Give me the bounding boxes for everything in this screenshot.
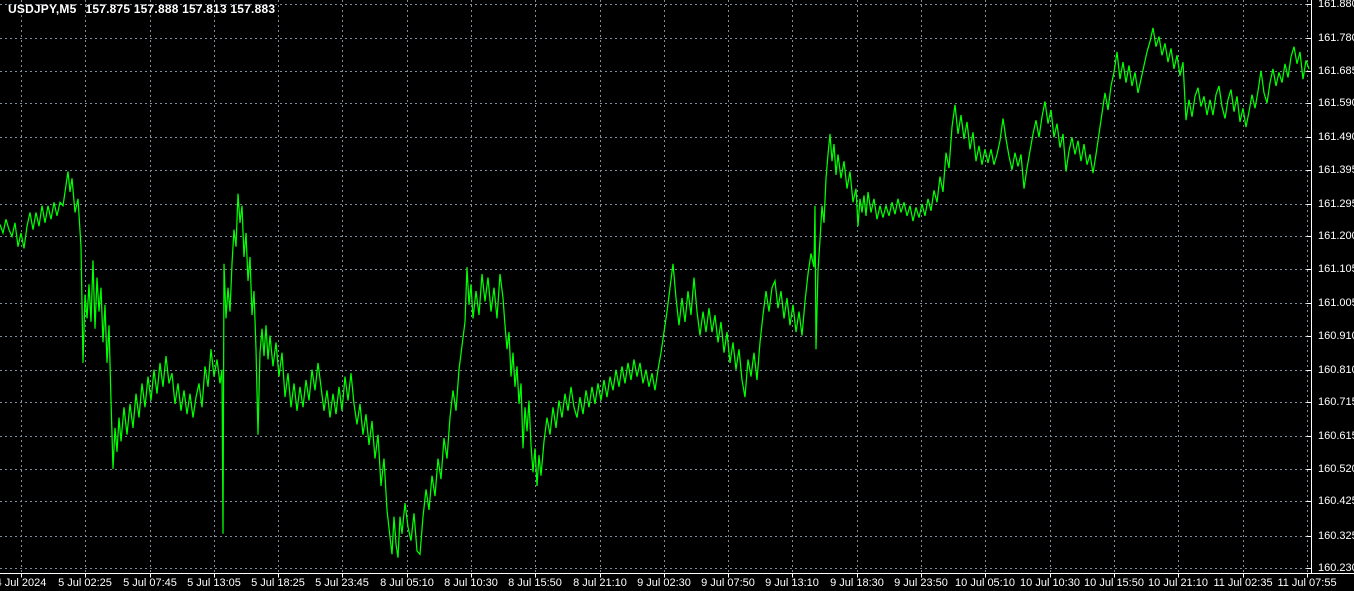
time-axis-label: 5 Jul 07:45 [123,577,177,589]
time-axis-label: 8 Jul 05:10 [380,577,434,589]
price-axis-label: 161.780 [1318,32,1354,44]
time-axis-label: 8 Jul 10:30 [444,577,498,589]
time-axis-label: 9 Jul 13:10 [765,577,819,589]
symbol-period-label: USDJPY,M5 [8,2,77,16]
time-axis-label: 9 Jul 18:30 [830,577,884,589]
time-axis-label: 10 Jul 10:30 [1020,577,1080,589]
time-axis-label: 9 Jul 07:50 [701,577,755,589]
price-axis-label: 161.200 [1318,230,1354,242]
time-axis-label: 8 Jul 15:50 [508,577,562,589]
price-axis-label: 160.325 [1318,530,1354,542]
time-axis-label: 5 Jul 13:05 [187,577,241,589]
time-axis-label: 11 Jul 07:55 [1277,577,1337,589]
price-axis-label: 160.615 [1318,430,1354,442]
price-axis[interactable]: 161.880 161.780 161.685 161.590 161.490 161.3… [1312,0,1354,574]
time-axis-label: 5 Jul 18:25 [251,577,305,589]
price-axis-label: 161.490 [1318,131,1354,143]
time-axis-label: 5 Jul 23:45 [315,577,369,589]
price-axis-label: 160.230 [1318,562,1354,574]
time-axis-label: 9 Jul 23:50 [894,577,948,589]
price-axis-label: 160.910 [1318,330,1354,342]
price-axis-label: 161.105 [1318,263,1354,275]
time-axis-label: 4 Jul 2024 [0,577,47,589]
price-axis-label: 160.425 [1318,495,1354,507]
price-axis-label: 161.005 [1318,297,1354,309]
price-axis-label: 160.715 [1318,396,1354,408]
ohlc-values: 157.875 157.888 157.813 157.883 [85,2,276,16]
time-axis-label: 5 Jul 02:25 [58,577,112,589]
price-axis-label: 160.520 [1318,463,1354,475]
price-axis-label: 160.810 [1318,364,1354,376]
price-axis-label: 161.395 [1318,164,1354,176]
time-axis-label: 10 Jul 05:10 [955,577,1015,589]
time-axis[interactable]: 4 Jul 2024 5 Jul 02:25 5 Jul 07:45 5 Jul 13… [0,574,1354,591]
chart-title: USDJPY,M5 157.875 157.888 157.813 157.883 [8,2,275,16]
price-axis-label: 161.685 [1318,65,1354,77]
time-axis-label: 9 Jul 02:30 [637,577,691,589]
price-axis-label: 161.295 [1318,198,1354,210]
time-axis-label: 10 Jul 21:10 [1148,577,1208,589]
time-axis-label: 10 Jul 15:50 [1084,577,1144,589]
time-axis-label: 11 Jul 02:35 [1213,577,1273,589]
price-axis-label: 161.880 [1318,0,1354,10]
price-axis-label: 161.590 [1318,97,1354,109]
price-line-series [0,27,1310,558]
time-axis-label: 8 Jul 21:10 [573,577,627,589]
